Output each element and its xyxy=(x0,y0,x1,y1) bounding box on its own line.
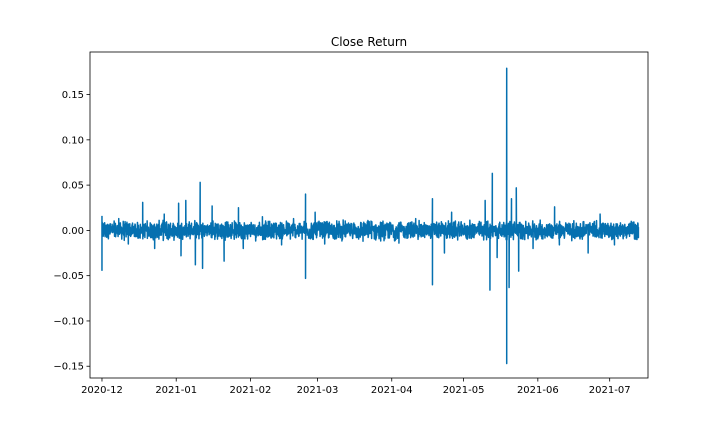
x-tick-label: 2020-12 xyxy=(81,385,123,396)
y-tick-label: 0.15 xyxy=(62,90,84,101)
plot-frame xyxy=(89,51,649,379)
x-axis: 2020-12 2021-01 2021-02 2021-03 2021-04 2021-… xyxy=(81,378,631,396)
x-tick-label: 2021-01 xyxy=(155,385,197,396)
x-tick-label: 2021-03 xyxy=(297,385,339,396)
series-line xyxy=(101,67,640,365)
x-tick-label: 2021-07 xyxy=(589,385,631,396)
y-tick-label: 0.05 xyxy=(62,181,84,192)
y-tick-label: 0.00 xyxy=(62,226,84,237)
x-tick-label: 2021-04 xyxy=(371,385,413,396)
series-layer xyxy=(101,67,640,365)
y-tick-label: −0.05 xyxy=(53,271,84,282)
y-tick-label: −0.15 xyxy=(53,362,84,373)
x-tick-label: 2021-02 xyxy=(230,385,272,396)
x-tick-label: 2021-06 xyxy=(517,385,559,396)
y-tick-label: −0.10 xyxy=(53,316,84,327)
x-tick-label: 2021-05 xyxy=(443,385,485,396)
y-axis: 0.15 0.10 0.05 0.00 −0.05 −0.10 −0.15 xyxy=(53,90,90,373)
chart-title: Close Return xyxy=(331,35,407,49)
y-tick-label: 0.10 xyxy=(62,135,84,146)
